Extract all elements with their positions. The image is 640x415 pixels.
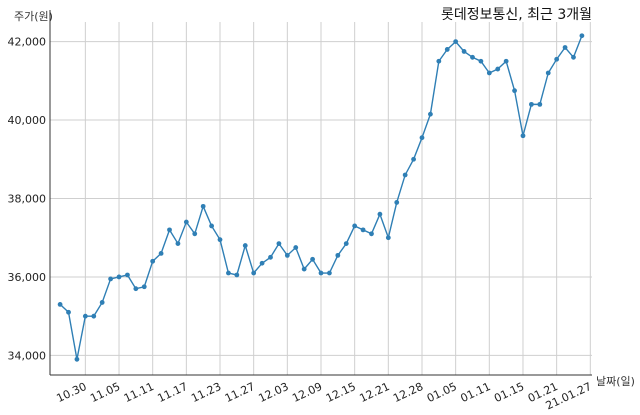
data-point bbox=[545, 70, 551, 76]
data-point bbox=[251, 270, 257, 276]
data-point bbox=[343, 241, 349, 247]
chart-title: 롯데정보통신, 최근 3개월 bbox=[441, 7, 592, 23]
data-point bbox=[369, 231, 374, 237]
data-point bbox=[150, 258, 156, 264]
data-point bbox=[99, 300, 105, 305]
data-point bbox=[436, 58, 442, 64]
data-point bbox=[284, 252, 290, 258]
x-tick-label: 11.17 bbox=[156, 380, 190, 405]
data-point bbox=[268, 254, 273, 260]
data-point bbox=[529, 101, 534, 107]
data-point bbox=[82, 313, 88, 319]
data-point bbox=[183, 219, 189, 225]
data-point bbox=[579, 33, 585, 39]
data-point bbox=[108, 276, 113, 282]
data-point bbox=[402, 172, 408, 178]
y-tick-label: 40,000 bbox=[8, 114, 47, 127]
y-axis-label: 주가(원) bbox=[14, 10, 53, 23]
data-point bbox=[293, 245, 299, 250]
data-point bbox=[57, 302, 63, 307]
data-point bbox=[276, 241, 282, 247]
y-tick-label: 42,000 bbox=[8, 36, 47, 49]
axes bbox=[49, 10, 592, 376]
data-point bbox=[478, 58, 484, 64]
x-tick-label: 11.23 bbox=[189, 380, 223, 405]
grid bbox=[50, 22, 592, 375]
x-tick-label: 01.15 bbox=[492, 380, 526, 405]
data-point bbox=[385, 235, 391, 241]
x-tick-label: 12.21 bbox=[358, 380, 392, 405]
data-point bbox=[503, 58, 509, 64]
data-point bbox=[562, 45, 568, 50]
data-point bbox=[158, 251, 164, 256]
x-tick-label: 11.05 bbox=[88, 380, 122, 405]
x-tick-label: 01.11 bbox=[459, 380, 493, 405]
x-tick-label: 10.30 bbox=[55, 380, 89, 405]
data-point bbox=[116, 274, 122, 280]
x-tick-label: 12.09 bbox=[290, 380, 324, 405]
data-point bbox=[394, 200, 400, 205]
x-tick-label: 12.15 bbox=[324, 380, 358, 405]
data-point bbox=[192, 231, 198, 237]
data-point bbox=[470, 54, 475, 60]
series-layer bbox=[57, 33, 585, 362]
x-axis-label: 날짜(일) bbox=[596, 374, 635, 388]
data-point bbox=[327, 270, 332, 276]
data-point bbox=[226, 270, 231, 276]
data-point bbox=[512, 88, 517, 94]
data-point bbox=[310, 256, 315, 262]
x-tick-label: 12.28 bbox=[391, 380, 425, 405]
x-tick-label: 12.03 bbox=[257, 380, 291, 405]
data-point bbox=[554, 56, 560, 62]
data-point bbox=[125, 272, 130, 278]
data-point bbox=[242, 243, 248, 248]
data-point bbox=[461, 49, 467, 54]
y-tick-label: 36,000 bbox=[8, 271, 47, 284]
y-tick-label: 34,000 bbox=[8, 349, 47, 362]
data-point bbox=[66, 309, 71, 315]
data-point bbox=[234, 272, 240, 278]
data-point bbox=[259, 260, 265, 266]
data-point bbox=[571, 54, 576, 60]
data-point bbox=[419, 135, 425, 141]
tick-labels: 34,000 36,000 38,000 40,000 42,000 10.30 11.05… bbox=[8, 36, 594, 413]
data-point bbox=[141, 284, 147, 290]
data-point bbox=[74, 356, 80, 362]
data-point bbox=[453, 39, 459, 45]
data-point bbox=[209, 223, 214, 229]
data-point bbox=[217, 237, 223, 243]
data-point bbox=[301, 266, 307, 272]
y-tick-label: 38,000 bbox=[8, 193, 47, 206]
x-tick-label: 11.11 bbox=[122, 380, 156, 405]
data-point bbox=[175, 241, 181, 247]
data-point bbox=[411, 156, 416, 162]
data-point bbox=[360, 227, 366, 233]
data-point bbox=[200, 203, 206, 209]
data-point bbox=[133, 286, 139, 292]
data-point bbox=[495, 66, 501, 72]
data-point bbox=[318, 270, 324, 276]
x-tick-label: 01.05 bbox=[425, 380, 459, 405]
data-point bbox=[486, 70, 492, 76]
x-tick-label: 11.27 bbox=[223, 380, 257, 405]
data-point bbox=[520, 133, 526, 139]
data-point bbox=[428, 111, 433, 117]
data-point bbox=[91, 313, 97, 319]
data-point bbox=[335, 252, 341, 258]
data-point bbox=[377, 211, 383, 217]
data-point bbox=[444, 47, 450, 52]
data-point bbox=[352, 223, 358, 229]
data-point bbox=[537, 101, 543, 107]
data-point bbox=[167, 227, 172, 233]
